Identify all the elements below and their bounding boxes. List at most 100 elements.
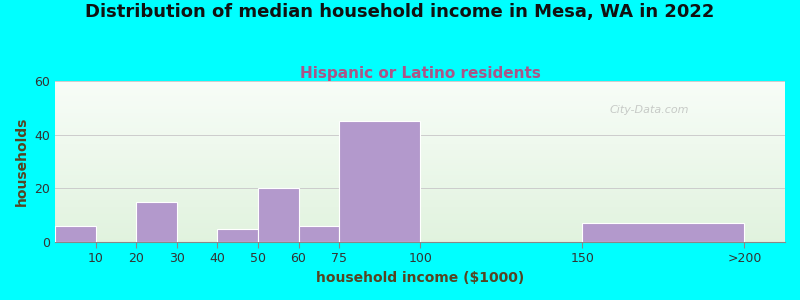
Bar	[55, 219, 785, 220]
Bar	[55, 147, 785, 148]
Bar	[55, 170, 785, 171]
Bar	[55, 179, 785, 180]
Bar	[55, 132, 785, 133]
Bar	[55, 154, 785, 155]
Bar	[55, 155, 785, 156]
Bar	[55, 162, 785, 163]
Bar	[55, 190, 785, 191]
Bar	[55, 112, 785, 113]
Bar	[55, 178, 785, 179]
Bar	[55, 146, 785, 147]
Bar	[55, 228, 785, 229]
Bar	[55, 192, 785, 193]
Bar	[55, 102, 785, 103]
Bar	[55, 199, 785, 200]
Bar	[55, 95, 785, 96]
Bar	[55, 96, 785, 97]
Bar	[55, 167, 785, 168]
Bar	[55, 223, 785, 224]
Bar	[55, 91, 785, 92]
Bar	[55, 197, 785, 198]
Bar	[55, 130, 785, 131]
Bar	[55, 153, 785, 154]
Bar	[55, 157, 785, 158]
Text: City-Data.com: City-Data.com	[610, 105, 690, 115]
Bar	[55, 82, 785, 83]
Bar	[55, 120, 785, 121]
Bar	[55, 141, 785, 142]
Bar	[55, 103, 785, 104]
Bar	[55, 207, 785, 208]
Bar	[55, 126, 785, 127]
Text: Distribution of median household income in Mesa, WA in 2022: Distribution of median household income …	[86, 3, 714, 21]
Bar	[55, 99, 785, 100]
Bar	[55, 163, 785, 164]
Bar	[55, 161, 785, 162]
Bar	[55, 165, 785, 166]
Bar	[55, 231, 785, 232]
Bar	[55, 94, 785, 95]
Bar	[55, 212, 785, 213]
Bar	[55, 125, 785, 126]
Bar	[55, 168, 785, 169]
Bar	[55, 173, 785, 174]
Bar	[55, 226, 785, 227]
Bar	[55, 83, 785, 84]
Bar	[55, 216, 785, 217]
Bar	[55, 134, 785, 135]
Bar	[55, 189, 785, 190]
Bar	[55, 230, 785, 231]
Bar	[55, 213, 785, 214]
Bar	[55, 226, 96, 242]
Bar	[55, 222, 785, 223]
Bar	[55, 133, 785, 134]
Bar	[55, 200, 785, 201]
Bar	[55, 188, 785, 189]
Bar	[55, 217, 785, 218]
Bar	[55, 86, 785, 87]
Bar	[55, 215, 785, 216]
Bar	[55, 220, 785, 221]
Bar	[55, 234, 785, 235]
Bar	[55, 143, 785, 144]
Bar	[55, 106, 785, 107]
Bar	[55, 238, 785, 239]
Bar	[55, 210, 785, 211]
Bar	[55, 159, 785, 160]
Bar	[55, 90, 785, 91]
Bar	[55, 135, 785, 136]
Bar	[55, 115, 785, 116]
Bar	[258, 188, 298, 242]
Title: Hispanic or Latino residents: Hispanic or Latino residents	[300, 66, 541, 81]
Bar	[55, 196, 785, 197]
Bar	[55, 150, 785, 151]
Bar	[55, 145, 785, 146]
Bar	[55, 107, 785, 108]
Bar	[55, 104, 785, 105]
Bar	[55, 108, 785, 109]
Bar	[55, 93, 785, 94]
Bar	[55, 121, 785, 122]
Bar	[55, 124, 785, 125]
Bar	[298, 226, 339, 242]
Bar	[55, 164, 785, 165]
Bar	[55, 182, 785, 183]
Bar	[55, 144, 785, 145]
Bar	[55, 204, 785, 205]
Bar	[55, 172, 785, 173]
Bar	[55, 85, 785, 86]
Bar	[55, 218, 785, 219]
Bar	[55, 142, 785, 143]
Bar	[55, 136, 785, 137]
Bar	[55, 131, 785, 132]
Bar	[55, 194, 785, 195]
Bar	[55, 111, 785, 112]
Bar	[55, 193, 785, 194]
Bar	[55, 239, 785, 240]
Bar	[55, 237, 785, 238]
Bar	[55, 203, 785, 204]
Bar	[55, 225, 785, 226]
Bar	[55, 166, 785, 167]
Bar	[55, 177, 785, 178]
Bar	[55, 160, 785, 161]
